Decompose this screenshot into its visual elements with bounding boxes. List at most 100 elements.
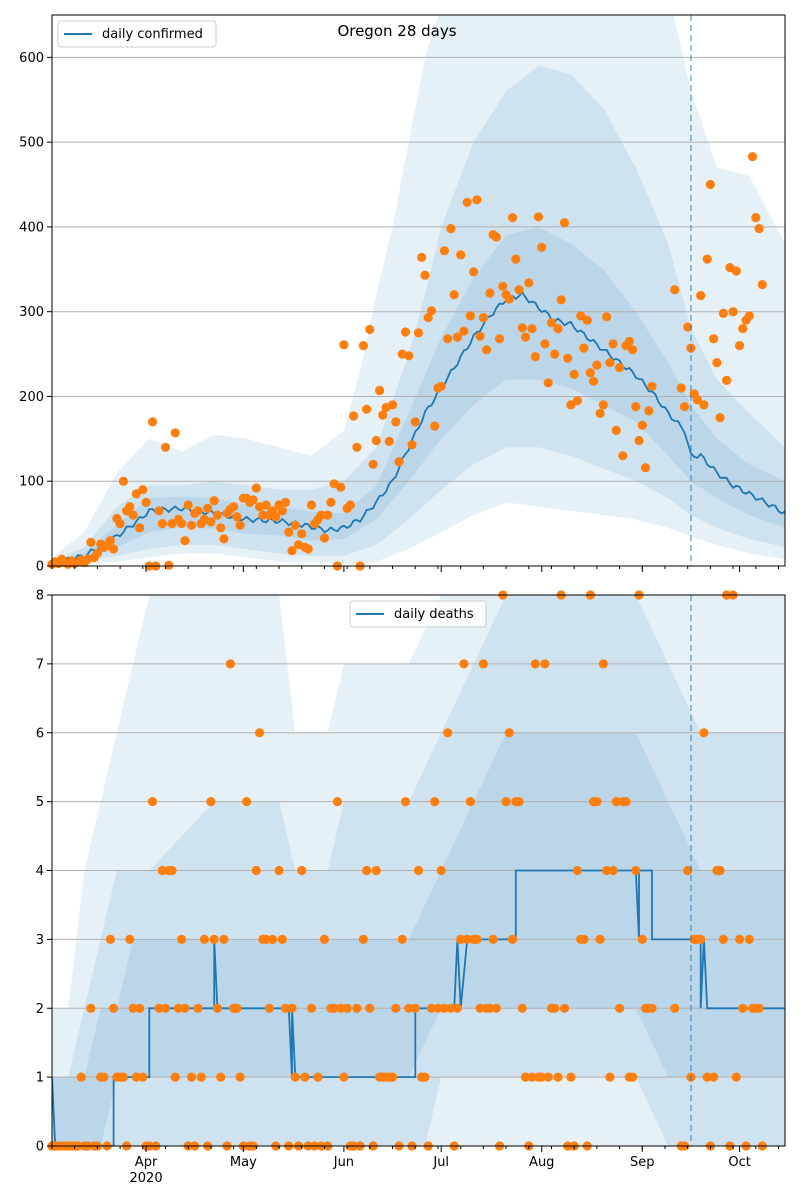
deaths-data-point [459, 659, 469, 669]
legend-label: daily deaths [394, 607, 474, 622]
deaths-ytick-label: 0 [36, 1140, 44, 1155]
confirmed-data-point [751, 213, 761, 223]
confirmed-data-point [459, 326, 469, 336]
confirmed-data-point [375, 385, 385, 396]
confirmed-data-point [206, 517, 216, 527]
confirmed-data-point [699, 400, 709, 410]
confirmed-data-point [248, 495, 258, 505]
confirmed-chart: 0 100 200 300 400 500 600 Oregon 28 days daily… [19, 14, 786, 575]
deaths-ytick-label: 3 [36, 933, 44, 948]
deaths-ytick-label: 6 [36, 726, 44, 741]
confirmed-data-point [212, 510, 222, 520]
deaths-data-point [413, 865, 424, 876]
confirmed-data-point [449, 290, 459, 300]
deaths-data-point [452, 1003, 462, 1013]
confirmed-data-point [615, 363, 625, 373]
deaths-data-point [530, 659, 540, 669]
confirmed-data-point [556, 295, 566, 305]
confirmed-data-point [475, 331, 485, 341]
confirmed-data-point [426, 306, 437, 316]
deaths-data-point [177, 934, 187, 945]
confirmed-data-point [553, 324, 563, 334]
confirmed-data-point [378, 410, 388, 420]
deaths-data-point [410, 1003, 420, 1013]
confirmed-band-outer [52, 15, 785, 566]
confirmed-data-point [339, 340, 349, 350]
confirmed-data-point [744, 311, 754, 321]
confirmed-data-point [115, 519, 125, 529]
deaths-data-point [598, 659, 609, 669]
confirmed-data-point [582, 315, 592, 325]
deaths-data-point [517, 1003, 527, 1013]
confirmed-data-point [722, 375, 732, 385]
confirmed-data-point [595, 408, 605, 418]
deaths-data-point [592, 797, 602, 807]
deaths-data-point [602, 865, 612, 876]
confirmed-data-point [628, 345, 638, 355]
deaths-data-point [358, 934, 368, 945]
deaths-data-point [118, 1072, 128, 1082]
confirmed-data-point [203, 503, 213, 513]
deaths-data-point [478, 659, 488, 669]
deaths-data-point [388, 1072, 398, 1082]
confirmed-data-point [336, 482, 346, 492]
confirmed-data-point [251, 483, 261, 493]
confirmed-data-point [368, 459, 378, 469]
deaths-data-point [125, 934, 135, 945]
confirmed-data-point [517, 323, 527, 333]
confirmed-data-point [611, 425, 621, 435]
deaths-data-point [186, 1072, 197, 1082]
deaths-data-point [216, 1072, 226, 1082]
deaths-data-point [735, 934, 745, 945]
deaths-data-point [611, 797, 621, 807]
confirmed-data-point [290, 520, 300, 530]
deaths-data-point [336, 1003, 346, 1013]
confirmed-data-point [456, 250, 466, 260]
deaths-xtick-label: Jul [432, 1155, 449, 1170]
confirmed-data-point [407, 440, 417, 450]
deaths-data-point [472, 934, 482, 945]
confirmed-data-point [420, 270, 430, 280]
deaths-data-point [261, 934, 271, 945]
confirmed-data-point [569, 369, 579, 379]
confirmed-data-point [511, 254, 521, 264]
deaths-data-point [738, 1003, 748, 1013]
confirmed-data-point [640, 463, 651, 473]
confirmed-data-point [679, 402, 690, 412]
confirmed-data-point [692, 395, 703, 405]
deaths-data-point [365, 1003, 375, 1013]
deaths-data-point [744, 934, 754, 945]
confirmed-data-point [138, 485, 148, 495]
deaths-data-point [615, 1003, 625, 1013]
confirmed-data-point [579, 343, 589, 353]
confirmed-data-point [362, 404, 372, 414]
confirmed-data-point [391, 417, 401, 427]
confirmed-data-point [180, 536, 190, 546]
deaths-data-point [290, 1072, 300, 1082]
confirmed-axes-frame [51, 14, 786, 567]
confirmed-data-point [543, 378, 553, 388]
confirmed-data-point [514, 285, 524, 295]
confirmed-data-point [637, 420, 647, 430]
deaths-data-point [109, 1003, 119, 1013]
deaths-xtick-label: Apr [135, 1155, 158, 1170]
deaths-legend: daily deaths [349, 600, 487, 628]
confirmed-data-point [154, 506, 164, 516]
chart-title: Oregon 28 days [337, 22, 456, 40]
confirmed-data-point [592, 360, 602, 370]
confirmed-data-point [533, 212, 544, 222]
confirmed-points [47, 152, 767, 571]
confirmed-axes: 0 100 200 300 400 500 600 [19, 14, 786, 575]
deaths-data-point [579, 934, 589, 945]
confirmed-data-point [349, 411, 359, 421]
confirmed-data-point [602, 312, 612, 322]
deaths-xtick-label: Aug [529, 1155, 554, 1170]
confirmed-data-point [229, 502, 239, 512]
deaths-data-point [537, 1072, 547, 1082]
deaths-data-point [206, 797, 216, 807]
deaths-data-point [306, 1003, 317, 1013]
deaths-ytick-label: 2 [36, 1002, 44, 1017]
confirmed-data-point [297, 529, 307, 539]
deaths-ytick-label: 4 [36, 864, 44, 879]
